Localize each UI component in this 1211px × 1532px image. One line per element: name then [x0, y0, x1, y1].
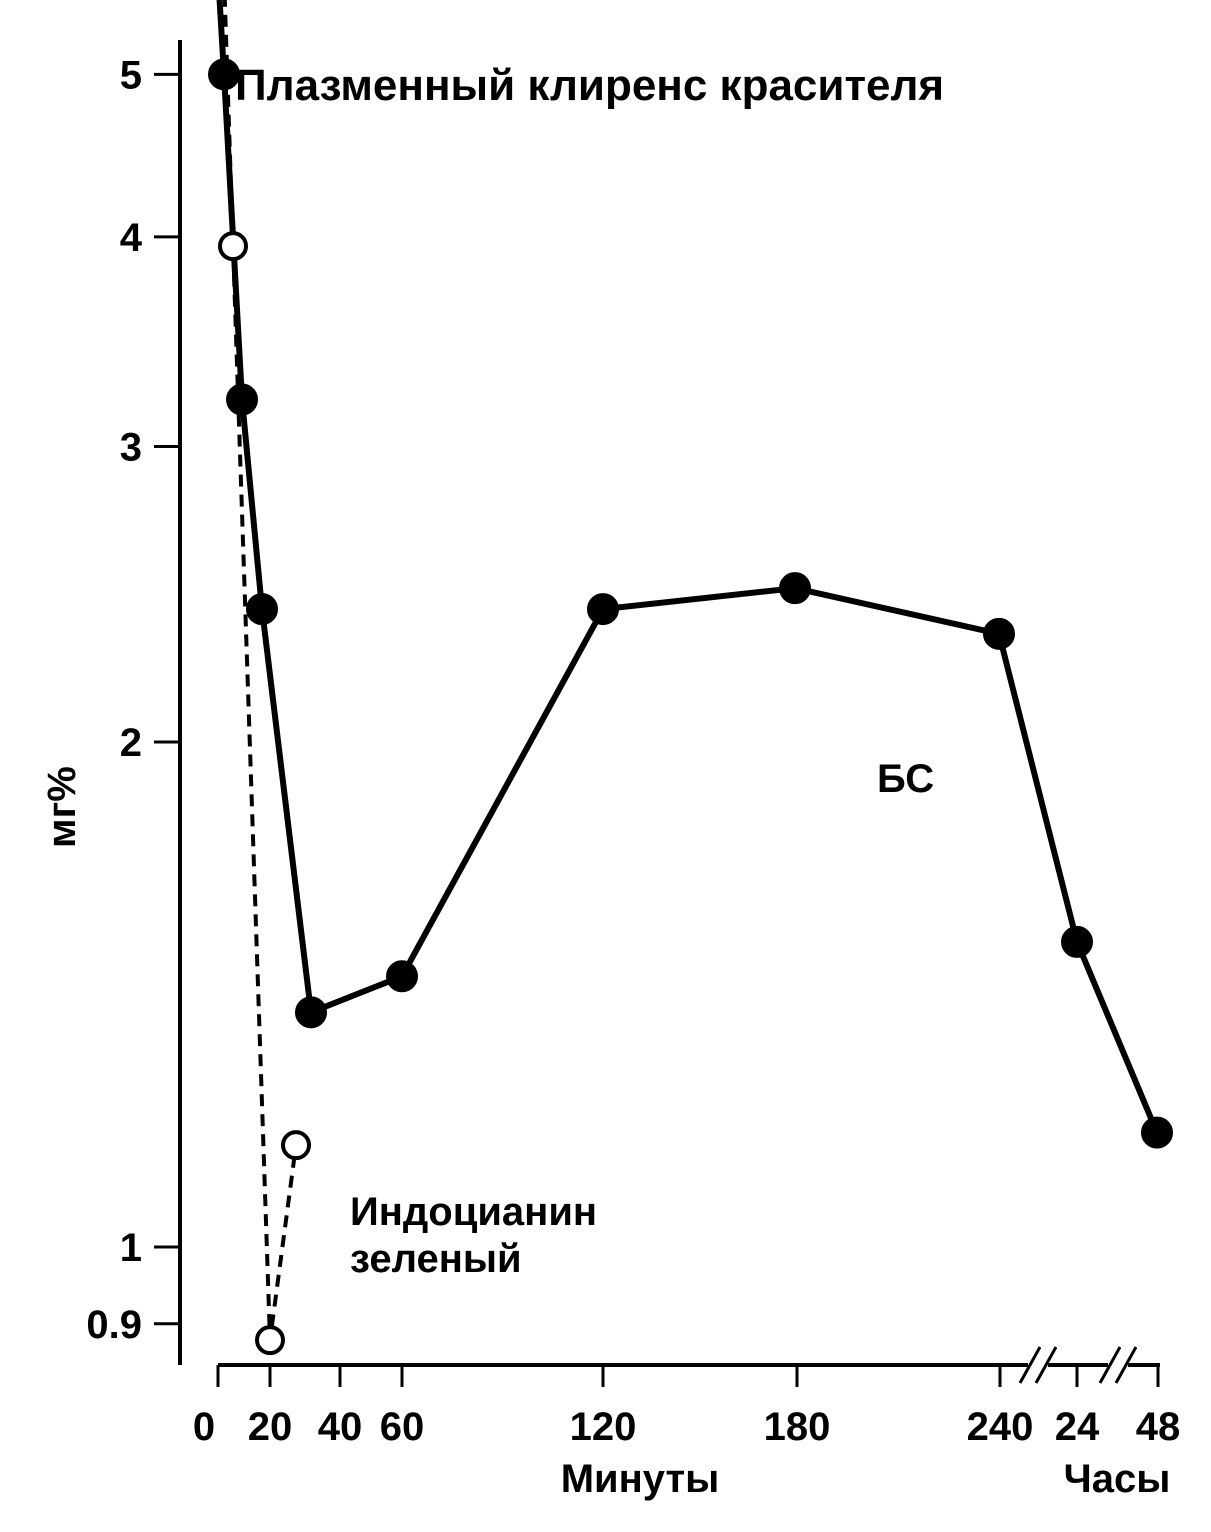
axis-break-mark [1098, 1346, 1122, 1384]
x-tick-label: 240 [967, 1405, 1034, 1449]
y-tick-label: 3 [120, 426, 142, 470]
x-tick-label: 20 [248, 1405, 293, 1449]
y-tick-label: 0.9 [86, 1303, 142, 1347]
data-point-bs [587, 593, 619, 626]
x-tick-label: 120 [570, 1405, 637, 1449]
y-tick-label: 4 [120, 216, 143, 260]
data-point-icg [255, 1325, 285, 1356]
x-axis-title-hours: Часы [1064, 1457, 1171, 1501]
series-line-icg [222, 0, 298, 1343]
labels: Плазменный клиренс красителя БС Индоциан… [40, 61, 1170, 1501]
data-point-bs [246, 593, 278, 626]
axis-break-mark [1034, 1346, 1058, 1384]
axes [178, 40, 1160, 1384]
series-line-bs [216, 0, 1160, 1134]
data-point-bs [1141, 1116, 1173, 1149]
axis-break-mark [1018, 1346, 1042, 1384]
x-tick-label: 24 [1055, 1405, 1100, 1449]
y-axis-title: мг% [40, 766, 84, 848]
markers [208, 58, 1173, 1356]
x-tick-label: 180 [764, 1405, 831, 1449]
chart-title: Плазменный клиренс красителя [235, 61, 944, 110]
data-point-bs [386, 960, 418, 993]
y-tick-label: 1 [120, 1226, 142, 1270]
data-point-icg [218, 231, 248, 262]
data-point-bs [1061, 925, 1093, 958]
ticks: 0.91234567802040601201802402448 [86, 53, 1181, 1449]
y-tick-label: 2 [120, 721, 142, 765]
x-tick-label: 40 [318, 1405, 363, 1449]
series-label-icg-line1: Индоцианин [350, 1190, 597, 1234]
data-point-bs [295, 996, 327, 1029]
y-tick-label: 5 [120, 53, 142, 97]
x-axis-title-minutes: Минуты [561, 1457, 720, 1501]
data-point-bs [779, 572, 811, 605]
axis-break-mark [1114, 1346, 1138, 1384]
x-tick-label: 48 [1136, 1405, 1181, 1449]
x-tick-label: 60 [380, 1405, 425, 1449]
data-point-bs [208, 58, 240, 91]
x-tick-label: 0 [193, 1405, 215, 1449]
series-label-bs: БС [877, 757, 934, 801]
data-point-bs [983, 617, 1015, 650]
data-point-icg [281, 1130, 311, 1161]
series-label-icg-line2: зеленый [350, 1237, 522, 1281]
data-point-bs [226, 383, 258, 416]
series-lines [216, 0, 1160, 1343]
